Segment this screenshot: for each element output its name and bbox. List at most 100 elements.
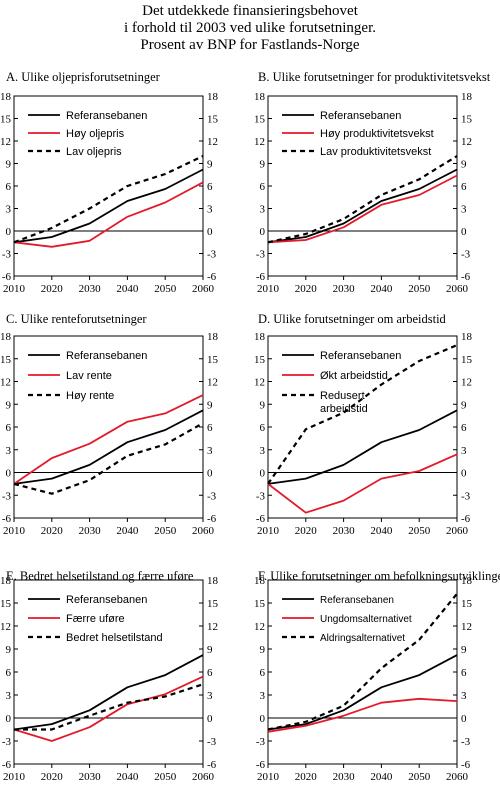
x-tick-label: 2040 xyxy=(370,525,393,537)
y-tick-label-left: 6 xyxy=(6,422,12,434)
x-tick-label: 2020 xyxy=(41,283,64,295)
y-tick-label-left: 12 xyxy=(0,136,11,148)
y-tick-label-left: 12 xyxy=(254,377,265,389)
legend-label: Lav rente xyxy=(66,370,112,382)
y-tick-label-left: -6 xyxy=(2,513,12,525)
y-tick-label-right: 12 xyxy=(461,621,472,633)
legend-label: Lav produktivitetsvekst xyxy=(320,146,431,158)
y-tick-label-left: -6 xyxy=(2,759,12,771)
legend-label: Ungdomsalternativet xyxy=(320,614,412,625)
series-line xyxy=(267,593,458,731)
y-tick-label-right: 15 xyxy=(461,354,473,366)
x-tick-label: 2030 xyxy=(333,771,356,783)
panel-title: C. Ulike renteforutsetninger xyxy=(6,312,147,326)
series-line xyxy=(13,654,204,731)
x-tick-label: 2060 xyxy=(446,283,469,295)
x-tick-label: 2010 xyxy=(257,771,280,783)
y-tick-label-right: 18 xyxy=(461,575,473,587)
chart-panel-e: E. Bedret helsetilstand og færre uføre -6… xyxy=(0,569,219,783)
y-tick-label-left: 18 xyxy=(254,331,266,343)
y-tick-label-right: 0 xyxy=(207,468,213,480)
y-tick-label-right: 9 xyxy=(207,644,213,656)
series-line xyxy=(14,683,204,731)
legend-label: Høy oljepris xyxy=(66,128,125,140)
x-tick-label: 2060 xyxy=(192,283,215,295)
y-tick-label-left: 9 xyxy=(260,644,266,656)
legend-label: Lav oljepris xyxy=(66,146,122,158)
y-tick-label-right: -3 xyxy=(461,490,471,502)
figure-title-line-2: i forhold til 2003 ved ulike forutsetnin… xyxy=(124,20,376,36)
series-line xyxy=(13,155,204,244)
y-tick-label-right: 15 xyxy=(461,598,473,610)
y-tick-label-left: 15 xyxy=(0,354,12,366)
x-tick-label: 2060 xyxy=(192,525,215,537)
y-tick-label-right: 0 xyxy=(207,226,213,238)
legend-label: Redusert xyxy=(320,390,365,402)
x-tick-label: 2030 xyxy=(79,771,102,783)
y-tick-label-right: 3 xyxy=(207,690,213,702)
y-tick-label-right: -3 xyxy=(207,490,217,502)
legend-label: Bedret helsetilstand xyxy=(66,632,163,644)
y-tick-label-left: 0 xyxy=(260,468,266,480)
panel-title: D. Ulike forutsetninger om arbeidstid xyxy=(258,312,447,326)
y-tick-label-left: -6 xyxy=(256,513,266,525)
y-tick-label-right: 6 xyxy=(207,422,213,434)
panel-title: B. Ulike forutsetninger for produktivite… xyxy=(258,70,491,84)
y-tick-label-left: 12 xyxy=(0,621,11,633)
figure-title-line-3: Prosent av BNP for Fastlands-Norge xyxy=(140,37,359,53)
x-tick-label: 2020 xyxy=(41,771,64,783)
y-tick-label-right: 9 xyxy=(207,399,213,411)
y-tick-label-left: 9 xyxy=(6,399,12,411)
y-tick-label-right: -3 xyxy=(461,249,471,261)
panel-title: A. Ulike oljeprisforutsetninger xyxy=(6,70,161,84)
y-tick-label-left: 15 xyxy=(254,354,266,366)
x-tick-label: 2060 xyxy=(446,771,469,783)
series-line xyxy=(13,394,204,485)
x-tick-label: 2060 xyxy=(192,771,215,783)
y-tick-label-right: 9 xyxy=(461,159,467,171)
x-tick-label: 2050 xyxy=(154,525,177,537)
y-tick-label-left: 9 xyxy=(6,159,12,171)
y-tick-label-right: -6 xyxy=(461,759,471,771)
y-tick-label-left: 9 xyxy=(260,399,266,411)
y-tick-label-right: 15 xyxy=(207,114,219,126)
y-tick-label-left: 3 xyxy=(260,445,266,457)
x-tick-label: 2010 xyxy=(3,283,26,295)
series-line xyxy=(13,409,204,485)
y-tick-label-left: 0 xyxy=(6,713,12,725)
y-tick-label-left: 12 xyxy=(0,377,11,389)
y-tick-label-left: -3 xyxy=(2,736,12,748)
y-tick-label-left: 18 xyxy=(0,575,12,587)
plot-frame xyxy=(267,579,458,765)
x-tick-label: 2010 xyxy=(257,283,280,295)
panel-title: E. Bedret helsetilstand og færre uføre xyxy=(6,569,194,583)
y-tick-label-right: 9 xyxy=(461,399,467,411)
plot-frame xyxy=(267,95,458,277)
y-tick-label-left: 12 xyxy=(254,621,265,633)
x-tick-label: 2010 xyxy=(3,525,26,537)
y-tick-label-right: 3 xyxy=(207,445,213,457)
legend-label: arbeidstid xyxy=(320,403,368,415)
legend-label: Referansebanen xyxy=(66,110,147,122)
x-tick-label: 2050 xyxy=(408,771,431,783)
x-tick-label: 2040 xyxy=(116,525,139,537)
x-tick-label: 2030 xyxy=(79,283,102,295)
y-tick-label-left: 0 xyxy=(260,226,266,238)
y-tick-label-right: -3 xyxy=(207,736,217,748)
y-tick-label-right: 6 xyxy=(207,667,213,679)
y-tick-label-right: -3 xyxy=(207,249,217,261)
y-tick-label-left: 3 xyxy=(260,204,266,216)
y-tick-label-right: 6 xyxy=(461,422,467,434)
y-tick-label-left: -3 xyxy=(256,490,266,502)
series-line xyxy=(267,453,458,514)
x-tick-label: 2040 xyxy=(116,771,139,783)
y-tick-label-right: 12 xyxy=(461,377,472,389)
y-tick-label-right: 18 xyxy=(207,575,219,587)
y-tick-label-left: 15 xyxy=(254,598,266,610)
plot-frame xyxy=(13,95,204,277)
y-tick-label-right: -6 xyxy=(207,271,217,283)
y-tick-label-left: 3 xyxy=(6,204,12,216)
legend-label: Økt arbeidstid xyxy=(320,370,388,382)
x-tick-label: 2020 xyxy=(295,525,318,537)
y-tick-label-right: 18 xyxy=(207,91,219,103)
